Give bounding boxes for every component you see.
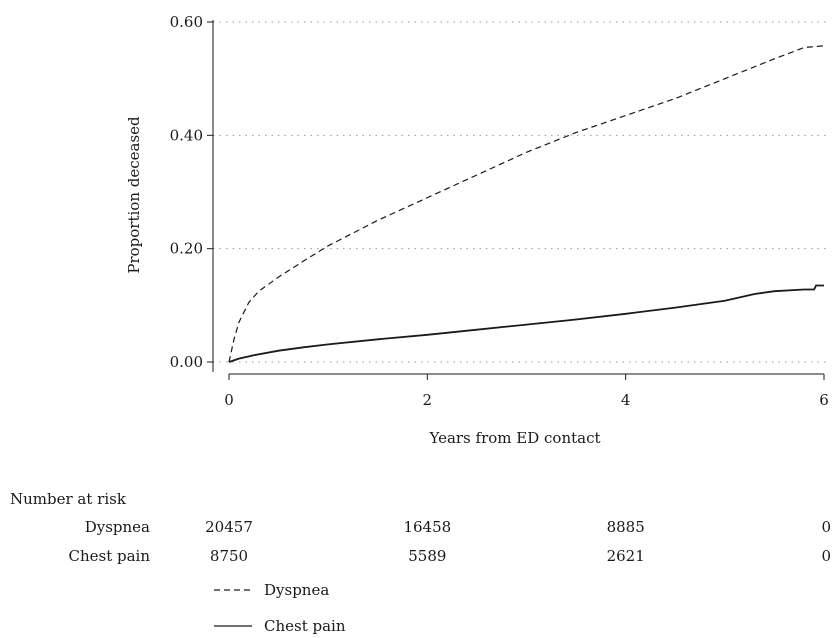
tick-labels: 0.00 0.20 0.40 0.60 0 2 4 6 — [170, 13, 829, 409]
risk-row-label-1: Chest pain — [68, 547, 150, 565]
y-tick-label-0: 0.00 — [170, 353, 203, 371]
x-tick-label-2: 4 — [621, 391, 631, 409]
x-tick-label-0: 0 — [224, 391, 234, 409]
x-tick-label-3: 6 — [819, 391, 829, 409]
risk-value-0-1: 16458 — [403, 518, 451, 536]
y-tick-label-2: 0.40 — [170, 126, 203, 144]
y-tick-label-1: 0.20 — [170, 240, 203, 258]
risk-value-0-0: 20457 — [205, 518, 253, 536]
series-line-chest-pain — [228, 284, 824, 363]
risk-row-label-0: Dyspnea — [85, 518, 150, 536]
y-axis-label: Proportion deceased — [125, 116, 143, 274]
risk-table-title: Number at risk — [10, 490, 127, 508]
risk-table: Dyspnea 20457 16458 8885 0 Chest pain 8750 5589… — [68, 518, 831, 565]
series-lines — [228, 45, 825, 363]
risk-value-1-0: 8750 — [210, 547, 248, 565]
grid-lines — [213, 21, 827, 363]
series-line-dyspnea — [228, 45, 825, 363]
risk-value-1-2: 2621 — [607, 547, 645, 565]
x-axis-label: Years from ED contact — [428, 429, 600, 447]
legend-label-dyspnea: Dyspnea — [264, 581, 329, 599]
x-tick-label-1: 2 — [423, 391, 433, 409]
risk-value-1-1: 5589 — [408, 547, 446, 565]
legend-label-chest-pain: Chest pain — [264, 617, 346, 635]
risk-value-1-3: 0 — [821, 547, 831, 565]
axes — [207, 20, 825, 380]
legend: Dyspnea Chest pain — [214, 581, 346, 635]
risk-value-0-3: 0 — [821, 518, 831, 536]
risk-value-0-2: 8885 — [607, 518, 645, 536]
y-tick-label-3: 0.60 — [170, 13, 203, 31]
